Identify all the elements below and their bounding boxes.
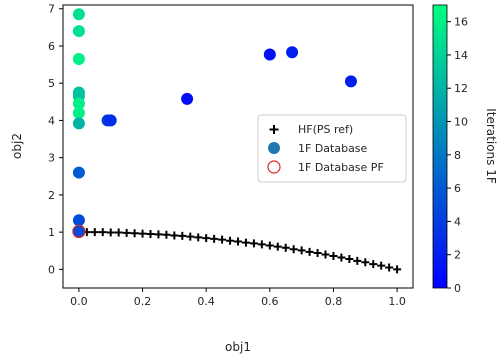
y-tick-label: 1 <box>48 226 55 239</box>
hf-reference-point <box>162 230 171 239</box>
database-point <box>344 75 357 88</box>
hf-reference-point <box>265 241 274 250</box>
scatter-plot-area <box>72 8 402 274</box>
colorbar-tick-label: 6 <box>454 182 461 195</box>
database-pf-point <box>72 224 86 239</box>
colorbar <box>432 4 448 289</box>
hf-reference-point <box>337 253 346 262</box>
legend-entry-database-pf: 1F Database PF <box>298 161 384 174</box>
hf-reference-point <box>313 248 322 257</box>
hf-reference-point <box>114 228 123 237</box>
legend-open-circle-marker <box>267 160 281 174</box>
database-point <box>72 225 85 238</box>
legend: HF(PS ref) 1F Database 1F Database PF <box>257 114 407 183</box>
colorbar-tick-label: 8 <box>454 149 461 162</box>
hf-reference-point <box>202 234 211 243</box>
y-tick-label: 7 <box>48 3 55 16</box>
hf-reference-point <box>297 246 306 255</box>
database-point <box>72 97 85 110</box>
database-point <box>72 214 85 227</box>
database-point <box>72 117 85 130</box>
hf-reference-point <box>369 260 378 269</box>
hf-reference-point <box>90 228 99 237</box>
hf-reference-point <box>321 250 330 259</box>
hf-reference-point <box>305 247 314 256</box>
hf-reference-point <box>345 254 354 263</box>
x-axis-label: obj1 <box>225 340 251 354</box>
x-tick-label: 0.8 <box>325 295 343 308</box>
y-tick-label: 6 <box>48 40 55 53</box>
hf-reference-point <box>257 240 266 249</box>
legend-entry-hf: HF(PS ref) <box>298 123 353 136</box>
colorbar-tick-label: 2 <box>454 249 461 262</box>
hf-reference-point <box>130 229 139 238</box>
database-point <box>72 166 85 179</box>
colorbar-tick-label: 12 <box>454 82 468 95</box>
colorbar-tick-label: 16 <box>454 16 468 29</box>
hf-reference-point <box>226 236 235 245</box>
database-point <box>286 46 299 59</box>
y-tick-label: 3 <box>48 152 55 165</box>
hf-reference-point <box>194 233 203 242</box>
x-tick-label: 0.2 <box>134 295 152 308</box>
hf-reference-point <box>249 239 258 248</box>
hf-reference-point <box>178 231 187 240</box>
hf-reference-point <box>281 243 290 252</box>
x-tick-label: 0.6 <box>261 295 279 308</box>
hf-reference-point <box>210 234 219 243</box>
colorbar-ticks: 0 2 4 6 8 10 12 14 16 <box>447 16 468 295</box>
database-point <box>72 25 85 38</box>
hf-reference-point <box>186 232 195 241</box>
legend-box <box>257 114 407 183</box>
colorbar-tick-label: 10 <box>454 116 468 129</box>
hf-reference-point <box>170 231 179 240</box>
hf-reference-point <box>329 251 338 260</box>
y-tick-label: 0 <box>48 263 55 276</box>
hf-reference-point <box>234 237 242 246</box>
hf-reference-point <box>241 238 250 247</box>
x-tick-label: 0.0 <box>70 295 88 308</box>
y-tick-label: 5 <box>48 77 55 90</box>
legend-circle-marker <box>268 142 280 154</box>
x-tick-label: 0.4 <box>197 295 215 308</box>
x-axis-ticks: 0.0 0.2 0.4 0.6 0.8 1.0 <box>70 288 406 308</box>
hf-reference-point <box>218 235 227 244</box>
hf-reference-point <box>377 261 386 270</box>
database-point <box>104 114 117 127</box>
y-tick-label: 2 <box>48 189 55 202</box>
legend-plus-marker <box>269 125 279 134</box>
y-axis-label: obj2 <box>10 133 24 159</box>
hf-reference-point <box>385 263 394 272</box>
database-point <box>263 48 276 61</box>
hf-reference-point <box>361 258 370 267</box>
hf-reference-point <box>353 256 362 265</box>
hf-reference-point <box>122 228 131 237</box>
axes-frame <box>62 4 414 289</box>
y-tick-label: 4 <box>48 114 55 127</box>
hf-reference-point <box>106 228 115 237</box>
colorbar-tick-label: 0 <box>454 282 461 295</box>
database-point <box>72 8 85 21</box>
hf-reference-point <box>138 229 147 238</box>
colorbar-tick-label: 14 <box>454 49 468 62</box>
colorbar-tick-label: 4 <box>454 215 461 228</box>
x-tick-label: 1.0 <box>388 295 406 308</box>
database-point <box>72 52 85 65</box>
hf-reference-point <box>393 265 402 274</box>
hf-reference-point <box>98 228 107 237</box>
database-point <box>181 92 194 105</box>
hf-reference-point <box>289 245 298 254</box>
database-point <box>72 106 85 119</box>
colorbar-label: Iterations 1F <box>484 108 498 184</box>
hf-reference-point <box>273 242 282 251</box>
y-axis-ticks: 0 1 2 3 4 5 6 7 <box>48 3 63 276</box>
hf-reference-point <box>154 230 163 239</box>
legend-entry-database: 1F Database <box>298 142 368 155</box>
hf-reference-point <box>146 230 155 239</box>
